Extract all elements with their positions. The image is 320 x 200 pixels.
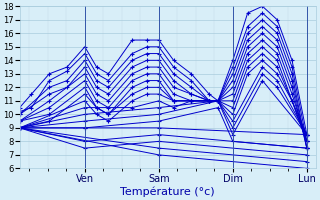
X-axis label: Température (°c): Température (°c)	[120, 187, 215, 197]
